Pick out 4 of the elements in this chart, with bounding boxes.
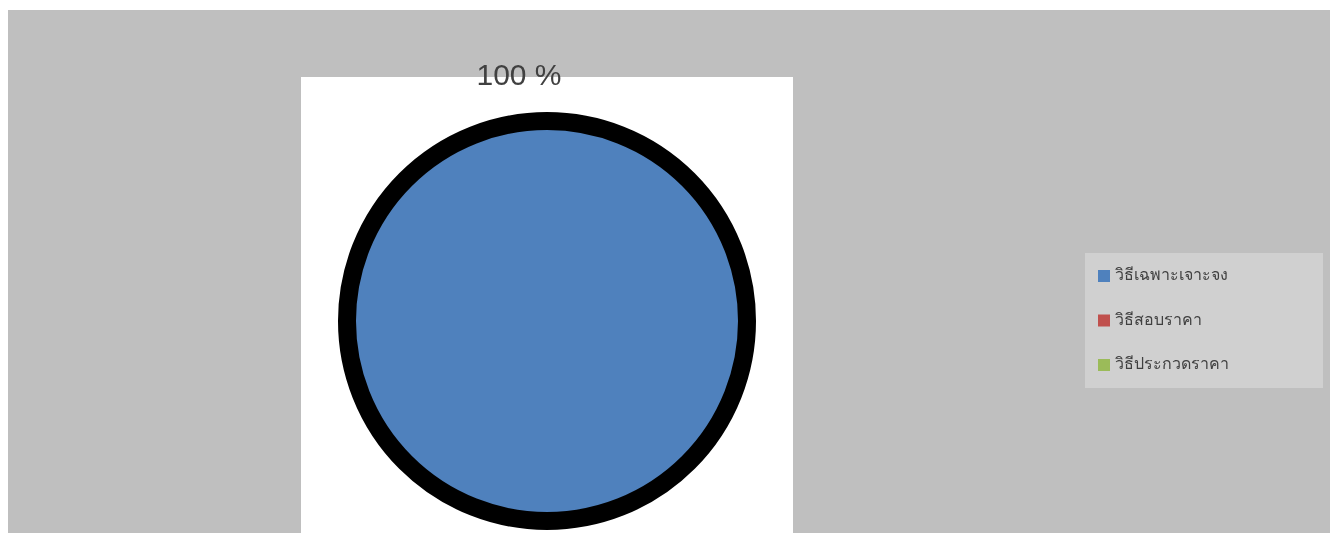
legend-label: วิธีสอบราคา [1115, 310, 1202, 328]
data-label: 100 % [476, 57, 562, 91]
legend-label: วิธีเฉพาะเจาะจง [1115, 266, 1228, 284]
legend-label: วิธีประกวดราคา [1115, 355, 1229, 373]
